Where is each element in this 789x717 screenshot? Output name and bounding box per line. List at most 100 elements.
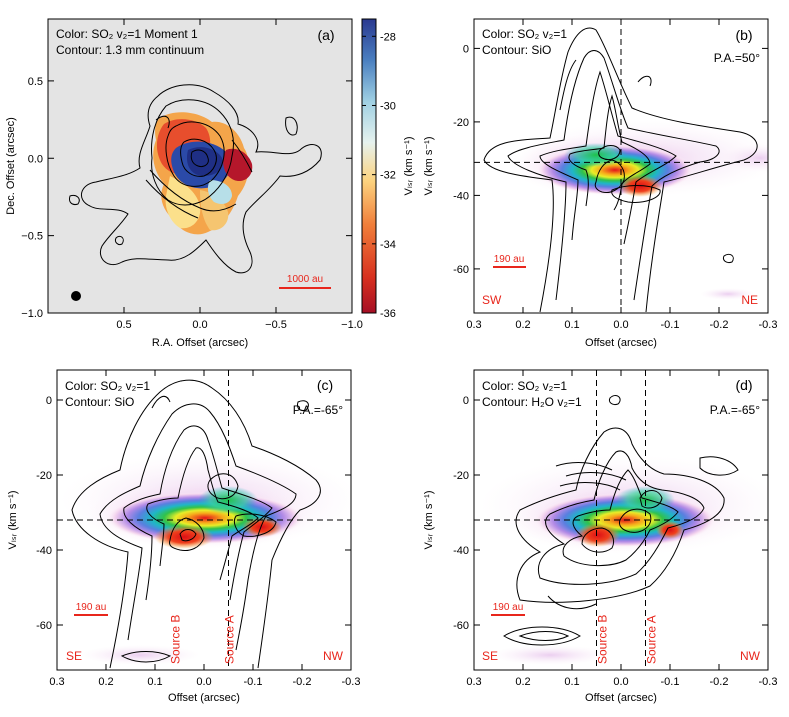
panel-d-pv-map — [474, 370, 768, 670]
x-tick-label: 0.2 — [515, 676, 530, 688]
h2o-d-9 — [555, 462, 613, 471]
pv-d-faint-low — [490, 645, 610, 665]
h2o-d-13 — [609, 395, 621, 405]
sio-c-8 — [207, 473, 239, 500]
y-tick-label: 0 — [463, 395, 469, 407]
panel-c-dir-right: NW — [323, 649, 344, 663]
h2o-d-7 — [565, 472, 627, 481]
mom1-red-east — [223, 148, 253, 182]
x-tick-label: -0.3 — [759, 319, 778, 331]
sio-b-8 — [559, 59, 577, 111]
contour-3 — [165, 121, 225, 187]
h2o-d-6 — [639, 490, 663, 509]
panel-d: Color: SO₂ v₂=1 Contour: H₂O v₂=1 (d) P.… — [423, 369, 777, 704]
x-tick-label: −0.5 — [265, 319, 287, 331]
h2o-d-11 — [503, 626, 581, 646]
x-tick-label: 0.0 — [613, 319, 628, 331]
sio-b-3 — [539, 70, 677, 245]
panel-c-label: (c) — [317, 377, 333, 393]
colorbar-tick-label: -36 — [380, 308, 396, 320]
panel-b-dir-right: NE — [741, 293, 758, 307]
h2o-d-14 — [547, 595, 597, 610]
panel-d-source-labels: Source B Source A — [595, 615, 658, 664]
panel-d-axes: 0.3 0.2 0.1 0.0 -0.1 -0.2 -0.3 0 -20 -40 -60 — [453, 370, 777, 688]
y-tick-label: -60 — [453, 620, 469, 632]
panel-b-scale-label: 190 au — [494, 254, 525, 265]
panel-a-axes: 0.5 0.0 −0.5 −1.0 0.5 0.0 −0.5 −1.0 — [21, 19, 363, 331]
source-label: Source B — [595, 615, 609, 664]
x-tick-label: -0.2 — [710, 676, 729, 688]
y-tick-label: -20 — [453, 117, 469, 129]
y-tick-label: 0 — [463, 43, 469, 55]
pv-c-faint-low — [80, 645, 200, 665]
y-tick-label: 0.0 — [28, 153, 43, 165]
panel-d-dir-right: NW — [740, 649, 761, 663]
panel-d-scale-label: 190 au — [493, 602, 524, 613]
panel-b-ylabel: Vₗₛᵣ (km s⁻¹) — [423, 137, 435, 196]
x-tick-label: 0.2 — [98, 676, 113, 688]
panel-c-xlabel: Offset (arcsec) — [168, 692, 240, 704]
panel-d-legend-contour: Contour: H₂O v₂=1 — [482, 395, 582, 409]
panel-b-legend-color: Color: SO₂ v₂=1 — [482, 27, 567, 41]
panel-c: Color: SO₂ v₂=1 Contour: SiO (c) P.A.=-6… — [7, 369, 360, 704]
h2o-contours-d — [503, 395, 739, 646]
sio-contours-b — [483, 27, 758, 313]
y-tick-label: -40 — [36, 545, 52, 557]
sio-b-6 — [598, 145, 621, 161]
pv-b-faint-low — [700, 288, 756, 300]
sio-c-7 — [233, 513, 277, 537]
panel-d-legend-color: Color: SO₂ v₂=1 — [482, 379, 567, 393]
sio-c-10 — [297, 400, 309, 411]
panel-c-axes: 0.3 0.2 0.1 0.0 -0.1 -0.2 -0.3 0 -20 -40 -60 — [36, 370, 360, 688]
sio-b-7 — [611, 185, 661, 203]
panel-c-ylabel: Vₗₛᵣ (km s⁻¹) — [7, 491, 19, 550]
x-tick-label: 0.2 — [515, 319, 530, 331]
sio-b-2 — [507, 50, 720, 301]
x-tick-label: 0.3 — [466, 319, 481, 331]
panel-c-source-labels: Source B Source A — [169, 615, 237, 664]
contour-4 — [180, 138, 217, 177]
panel-a-legend-color: Color: SO₂ v₂=1 Moment 1 — [56, 27, 198, 41]
contour-arm-1 — [149, 169, 237, 212]
contour-arm-2 — [145, 179, 199, 219]
x-tick-label: 0.1 — [564, 676, 579, 688]
continuum-contours — [69, 84, 322, 274]
panel-d-dir-left: SE — [482, 649, 498, 663]
pv-b-green — [564, 143, 628, 167]
h2o-d-10 — [699, 456, 739, 476]
x-tick-label: -0.2 — [710, 319, 729, 331]
panel-d-xlabel: Offset (arcsec) — [585, 692, 657, 704]
x-tick-label: -0.1 — [661, 319, 680, 331]
panel-b-reference-lines — [474, 19, 768, 313]
panel-b: Color: SO₂ v₂=1 Contour: SiO (b) P.A.=50… — [423, 18, 778, 349]
panel-d-pa: P.A.=-65° — [710, 403, 760, 417]
colorbar-ticks: -28 -30 -32 -34 -36 — [362, 31, 396, 320]
colorbar-label: Vₗₛᵣ (km s⁻¹) — [403, 137, 415, 196]
x-tick-label: 0.3 — [49, 676, 64, 688]
contour-blob-w — [69, 195, 80, 205]
y-tick-label: -40 — [453, 545, 469, 557]
panel-c-pv-map — [57, 370, 351, 670]
panel-a-xlabel: R.A. Offset (arcsec) — [152, 337, 248, 349]
panel-b-pv-map — [474, 19, 768, 313]
h2o-d-12 — [518, 631, 570, 641]
colorbar-tick-label: -32 — [380, 170, 396, 182]
y-tick-label: 0.5 — [28, 76, 43, 88]
sio-c-outer — [71, 379, 321, 669]
pv-d-core-left — [576, 523, 620, 547]
x-tick-label: -0.1 — [661, 676, 680, 688]
y-tick-label: -60 — [453, 264, 469, 276]
colorbar-tick-label: -30 — [380, 100, 396, 112]
contour-blob-sw — [115, 235, 124, 245]
source-label: Source A — [223, 615, 237, 664]
sio-b-5 — [594, 159, 625, 193]
colorbar-tick-label: -34 — [380, 239, 396, 251]
colorbar — [361, 18, 377, 314]
x-tick-label: 0.5 — [116, 319, 131, 331]
sio-contours-c — [71, 379, 321, 669]
sio-c-5 — [169, 517, 205, 551]
h2o-d-outer — [515, 427, 725, 603]
panel-b-xlabel: Offset (arcsec) — [585, 337, 657, 349]
y-tick-label: -20 — [36, 470, 52, 482]
